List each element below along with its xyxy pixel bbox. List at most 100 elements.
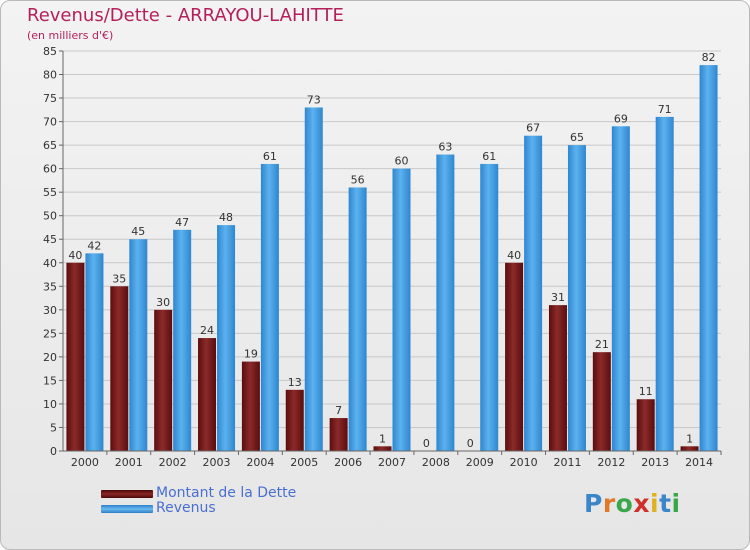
x-tick-label: 2004 (246, 456, 274, 469)
y-tick-label: 75 (43, 92, 57, 105)
value-label-revenus: 67 (526, 122, 540, 135)
value-label-revenus: 73 (307, 93, 321, 106)
value-label-dette: 31 (551, 291, 565, 304)
y-tick-label: 70 (43, 116, 57, 129)
x-tick-label: 2010 (510, 456, 538, 469)
x-tick-label: 2011 (553, 456, 581, 469)
value-label-revenus: 47 (175, 216, 189, 229)
value-label-dette: 30 (156, 296, 170, 309)
value-label-dette: 40 (68, 249, 82, 262)
value-label-dette: 35 (112, 272, 126, 285)
bar-revenus (699, 65, 718, 451)
logo-letter: x (633, 489, 650, 518)
logo-letter: i (650, 489, 660, 518)
legend-label-dette: Montant de la Dette (156, 485, 297, 501)
x-tick-label: 2008 (422, 456, 450, 469)
y-tick-label: 20 (43, 351, 57, 364)
x-tick-label: 2013 (641, 456, 669, 469)
bar-dette (373, 446, 392, 451)
logo-letter: o (615, 489, 634, 518)
value-label-dette: 40 (507, 249, 521, 262)
y-tick-label: 5 (50, 421, 57, 434)
value-label-dette: 0 (467, 437, 474, 450)
logo-letter: P (584, 489, 603, 518)
bar-layer (66, 65, 718, 452)
value-label-dette: 1 (379, 432, 386, 445)
value-label-revenus: 42 (87, 239, 101, 252)
bar-dette (198, 338, 217, 451)
value-label-dette: 11 (639, 385, 653, 398)
y-tick-label: 60 (43, 163, 57, 176)
bar-revenus (392, 168, 411, 451)
value-label-revenus: 69 (614, 112, 628, 125)
value-label-revenus: 61 (482, 150, 496, 163)
x-tick-label: 2003 (203, 456, 231, 469)
y-tick-label: 50 (43, 210, 57, 223)
bar-dette (110, 286, 129, 451)
bar-revenus (611, 126, 630, 451)
x-tick-label: 2006 (334, 456, 362, 469)
logo-letter: r (602, 489, 616, 518)
logo-letter: t (659, 489, 672, 518)
x-tick-label: 2002 (159, 456, 187, 469)
chart-subtitle: (en milliers d'€) (27, 29, 114, 42)
value-label-revenus: 48 (219, 211, 233, 224)
value-label-revenus: 65 (570, 131, 584, 144)
legend-swatch-dette (101, 490, 153, 498)
y-tick-label: 85 (43, 45, 57, 58)
y-tick-label: 65 (43, 139, 57, 152)
value-label-dette: 0 (423, 437, 430, 450)
bar-revenus (304, 107, 323, 452)
y-tick-label: 25 (43, 327, 57, 340)
legend-label-revenus: Revenus (156, 500, 216, 516)
bar-revenus (217, 225, 236, 451)
x-tick-label: 2012 (597, 456, 625, 469)
bar-revenus (480, 163, 499, 452)
value-label-dette: 19 (244, 348, 258, 361)
bar-dette (636, 399, 655, 451)
bar-dette (505, 262, 524, 451)
bar-dette (329, 418, 348, 451)
chart-title: Revenus/Dette - ARRAYOU-LAHITTE (27, 5, 344, 26)
value-label-revenus: 82 (702, 51, 716, 64)
bar-revenus (348, 187, 367, 451)
value-label-dette: 1 (686, 432, 693, 445)
bar-revenus (129, 239, 148, 451)
y-tick-label: 55 (43, 186, 57, 199)
bar-dette (680, 446, 699, 451)
x-tick-label: 2001 (115, 456, 143, 469)
x-tick-label: 2000 (71, 456, 99, 469)
value-label-dette: 21 (595, 338, 609, 351)
y-tick-label: 45 (43, 233, 57, 246)
bar-revenus (567, 145, 586, 451)
grid-layer (63, 50, 721, 428)
value-label-dette: 24 (200, 324, 214, 337)
proxiti-logo: Proxiti (584, 489, 681, 518)
x-tick-label: 2005 (290, 456, 318, 469)
bar-revenus (655, 116, 674, 451)
bar-revenus (260, 163, 279, 452)
value-label-revenus: 61 (263, 150, 277, 163)
logo-letter: i (671, 489, 681, 518)
bar-dette (241, 361, 260, 451)
value-label-revenus: 45 (131, 225, 145, 238)
bar-revenus (173, 229, 192, 451)
x-tick-label: 2014 (685, 456, 713, 469)
value-label-revenus: 56 (351, 173, 365, 186)
y-tick-label: 10 (43, 398, 57, 411)
bar-revenus (524, 135, 543, 452)
y-tick-label: 15 (43, 374, 57, 387)
y-tick-label: 35 (43, 280, 57, 293)
legend-swatch-revenus (101, 505, 153, 513)
value-label-dette: 7 (335, 404, 342, 417)
value-label-dette: 13 (288, 376, 302, 389)
y-tick-label: 80 (43, 69, 57, 82)
value-label-revenus: 71 (658, 103, 672, 116)
y-tick-label: 40 (43, 257, 57, 270)
y-tick-label: 0 (50, 445, 57, 458)
bar-dette (66, 262, 85, 451)
y-tick-label: 30 (43, 304, 57, 317)
